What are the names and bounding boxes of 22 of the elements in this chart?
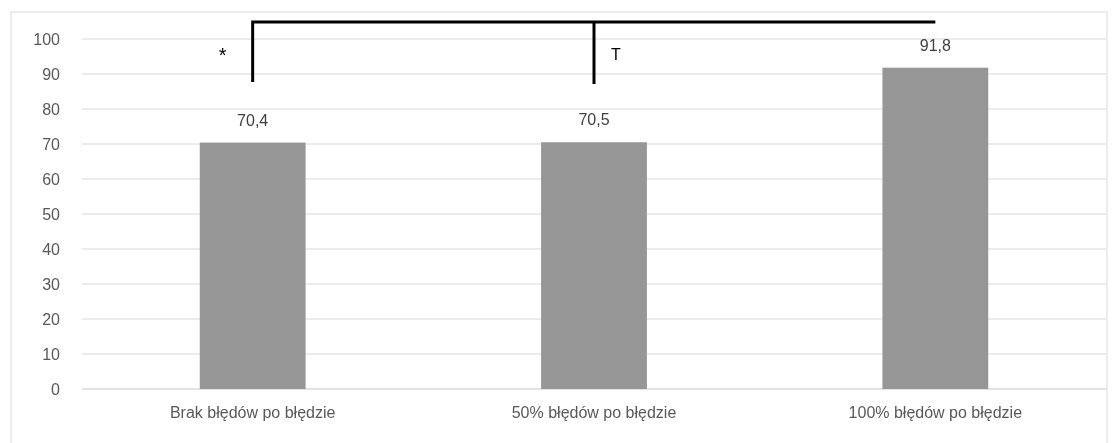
- bar: [199, 142, 306, 389]
- y-tick-label: 100: [33, 30, 61, 48]
- y-tick-label: 20: [42, 310, 61, 328]
- y-tick-label: 30: [42, 275, 61, 293]
- x-tick-label: Brak błędów po błędzie: [169, 404, 336, 421]
- data-label: 91,8: [919, 36, 952, 54]
- y-tick-label: 70: [42, 135, 61, 153]
- y-tick-label: 40: [42, 240, 61, 258]
- data-label: 70,5: [578, 111, 610, 129]
- bar: [882, 67, 989, 389]
- annotation: *: [218, 44, 227, 66]
- y-tick-label: 60: [42, 170, 61, 188]
- y-tick-label: 0: [51, 380, 61, 398]
- y-tick-label: 90: [42, 65, 61, 83]
- x-tick-label: 50% błędów po błędzie: [511, 404, 677, 421]
- x-tick-label: 100% błędów po błędzie: [848, 404, 1023, 421]
- bar: [541, 142, 647, 389]
- y-tick-label: 10: [42, 345, 61, 363]
- y-tick-label: 50: [42, 205, 61, 223]
- annotation: T: [611, 46, 622, 63]
- data-label: 70,4: [237, 111, 269, 129]
- y-tick-label: 80: [42, 100, 61, 118]
